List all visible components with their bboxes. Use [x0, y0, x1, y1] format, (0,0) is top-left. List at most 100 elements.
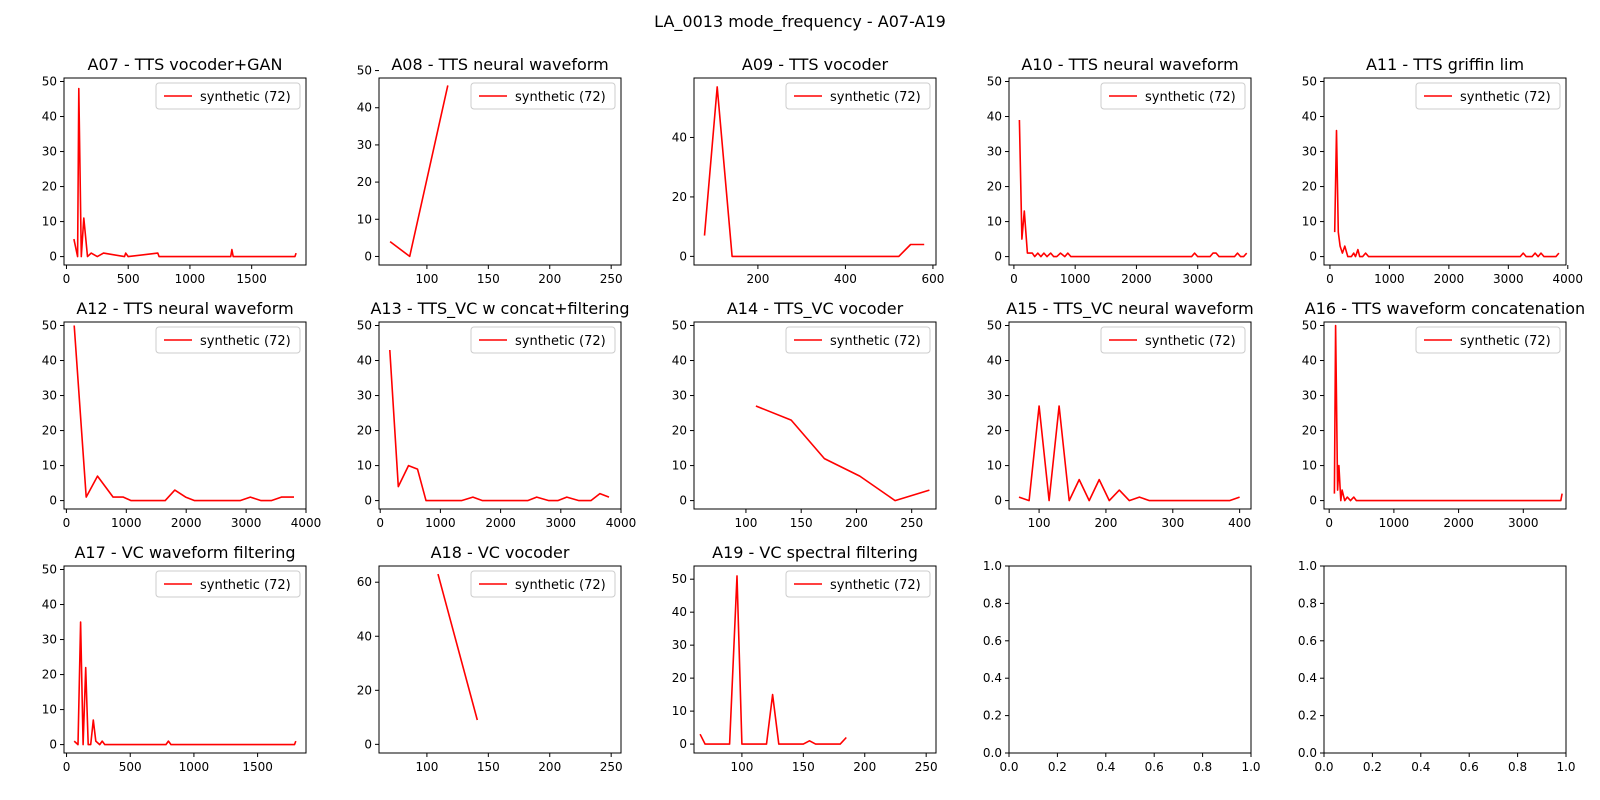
subplot-3: A09 - TTS vocoder 200 400 600 0 20 40 synthetic…	[672, 55, 945, 286]
y-tick-label: 10	[672, 459, 687, 473]
axes-frame	[63, 77, 307, 266]
x-tick-label: 2000	[485, 516, 516, 530]
x-tick-label: 0	[376, 516, 384, 530]
x-tick-label: 3000	[231, 516, 262, 530]
legend-label: synthetic (72)	[200, 578, 291, 593]
axes-frame	[378, 77, 622, 266]
subplot-8: A14 - TTS_VC vocoder 100 150 200 250 0 10 20 30 4…	[672, 299, 937, 530]
legend-label: synthetic (72)	[200, 90, 291, 105]
y-tick-label: 0.2	[1298, 709, 1317, 723]
series-line	[389, 85, 449, 258]
legend-label: synthetic (72)	[830, 578, 921, 593]
y-tick-label: 30	[357, 389, 372, 403]
subplot-5: A11 - TTS griffin lim 0 1000 2000 3000 4000 0 1…	[1302, 55, 1583, 286]
subplot-2: A08 - TTS neural waveform 100 150 200 250 0 10…	[357, 55, 623, 286]
x-tick-label: 4000	[291, 516, 322, 530]
x-tick-label: 100	[1028, 516, 1051, 530]
legend-label: synthetic (72)	[515, 578, 606, 593]
legend-box	[470, 326, 616, 354]
x-tick-label: 200	[538, 272, 561, 286]
x-tick-label: 0.4	[1411, 760, 1430, 774]
y-tick-label: 30	[672, 638, 687, 652]
series-line	[73, 621, 297, 746]
legend-box	[1415, 326, 1561, 354]
x-tick-label: 0	[63, 760, 71, 774]
x-tick-label: 400	[1228, 516, 1251, 530]
subplot-title: A19 - VC spectral filtering	[712, 543, 918, 562]
y-tick-label: 20	[1302, 180, 1317, 194]
x-tick-label: 0	[1326, 272, 1334, 286]
x-tick-label: 1.0	[1556, 760, 1575, 774]
axes-frame	[693, 77, 937, 266]
series-line	[1018, 405, 1240, 502]
subplot-title: A07 - TTS vocoder+GAN	[88, 55, 283, 74]
legend-label: synthetic (72)	[200, 334, 291, 349]
y-tick-label: 10	[987, 459, 1002, 473]
x-tick-label: 200	[1094, 516, 1117, 530]
y-tick-label: 50	[1302, 319, 1317, 333]
y-tick-label: 20	[357, 175, 372, 189]
legend-box	[785, 570, 931, 598]
subplot-7: A13 - TTS_VC w concat+filtering 0 1000 2000…	[357, 299, 637, 530]
y-tick-label: 60	[357, 575, 372, 589]
axes-frame	[63, 565, 307, 754]
y-tick-label: 40	[357, 629, 372, 643]
axes-frame	[693, 565, 937, 754]
x-tick-label: 1000	[1374, 272, 1405, 286]
legend-box	[470, 82, 616, 110]
subplot-title: A09 - TTS vocoder	[742, 55, 889, 74]
legend-box	[1100, 326, 1246, 354]
legend-label: synthetic (72)	[1145, 334, 1236, 349]
series-line	[1018, 119, 1248, 258]
y-tick-label: 40	[672, 354, 687, 368]
axes-frame	[693, 321, 937, 510]
x-tick-label: 0	[1325, 516, 1333, 530]
x-tick-label: 0.2	[1363, 760, 1382, 774]
y-tick-label: 0	[994, 250, 1002, 264]
y-tick-label: 0	[1309, 494, 1317, 508]
y-tick-label: 40	[42, 354, 57, 368]
x-tick-label: 3000	[546, 516, 577, 530]
x-tick-label: 2000	[1121, 272, 1152, 286]
subplot-1: A07 - TTS vocoder+GAN 0 500 1000 1500 0 10 20 30…	[42, 55, 307, 286]
x-tick-label: 250	[915, 760, 938, 774]
y-tick-label: 50	[1302, 75, 1317, 89]
subplot-title: A13 - TTS_VC w concat+filtering	[370, 299, 629, 319]
y-tick-label: 1.0	[983, 559, 1002, 573]
x-tick-label: 3000	[1493, 272, 1524, 286]
y-tick-label: 10	[987, 215, 1002, 229]
y-tick-label: 10	[42, 215, 57, 229]
x-tick-label: 4000	[606, 516, 637, 530]
axes-frame	[1008, 77, 1252, 266]
x-tick-label: 250	[600, 760, 623, 774]
x-tick-label: 250	[600, 272, 623, 286]
legend-box	[785, 82, 931, 110]
y-tick-label: 0	[679, 494, 687, 508]
axes-frame	[378, 321, 622, 510]
x-tick-label: 0.8	[1508, 760, 1527, 774]
x-tick-label: 100	[415, 760, 438, 774]
y-tick-label: 0.4	[983, 671, 1002, 685]
y-tick-label: 20	[357, 683, 372, 697]
x-tick-label: 0.4	[1096, 760, 1115, 774]
y-tick-label: 40	[1302, 110, 1317, 124]
legend-label: synthetic (72)	[830, 90, 921, 105]
legend-label: synthetic (72)	[1145, 90, 1236, 105]
axes-frame	[1323, 321, 1567, 510]
x-tick-label: 200	[746, 272, 769, 286]
y-tick-label: 40	[357, 101, 372, 115]
legend-box	[155, 82, 301, 110]
y-tick-label: 10	[1302, 459, 1317, 473]
y-tick-label: 20	[672, 190, 687, 204]
axes-frame	[63, 321, 307, 510]
y-tick-label: 10	[357, 212, 372, 226]
y-tick-label: 0	[49, 494, 57, 508]
y-tick-label: 30	[672, 389, 687, 403]
y-tick-label: 20	[357, 424, 372, 438]
x-tick-label: 0.0	[1314, 760, 1333, 774]
legend-box	[1415, 82, 1561, 110]
x-tick-label: 2000	[171, 516, 202, 530]
y-tick-label: 20	[42, 180, 57, 194]
y-tick-label: 40	[672, 130, 687, 144]
